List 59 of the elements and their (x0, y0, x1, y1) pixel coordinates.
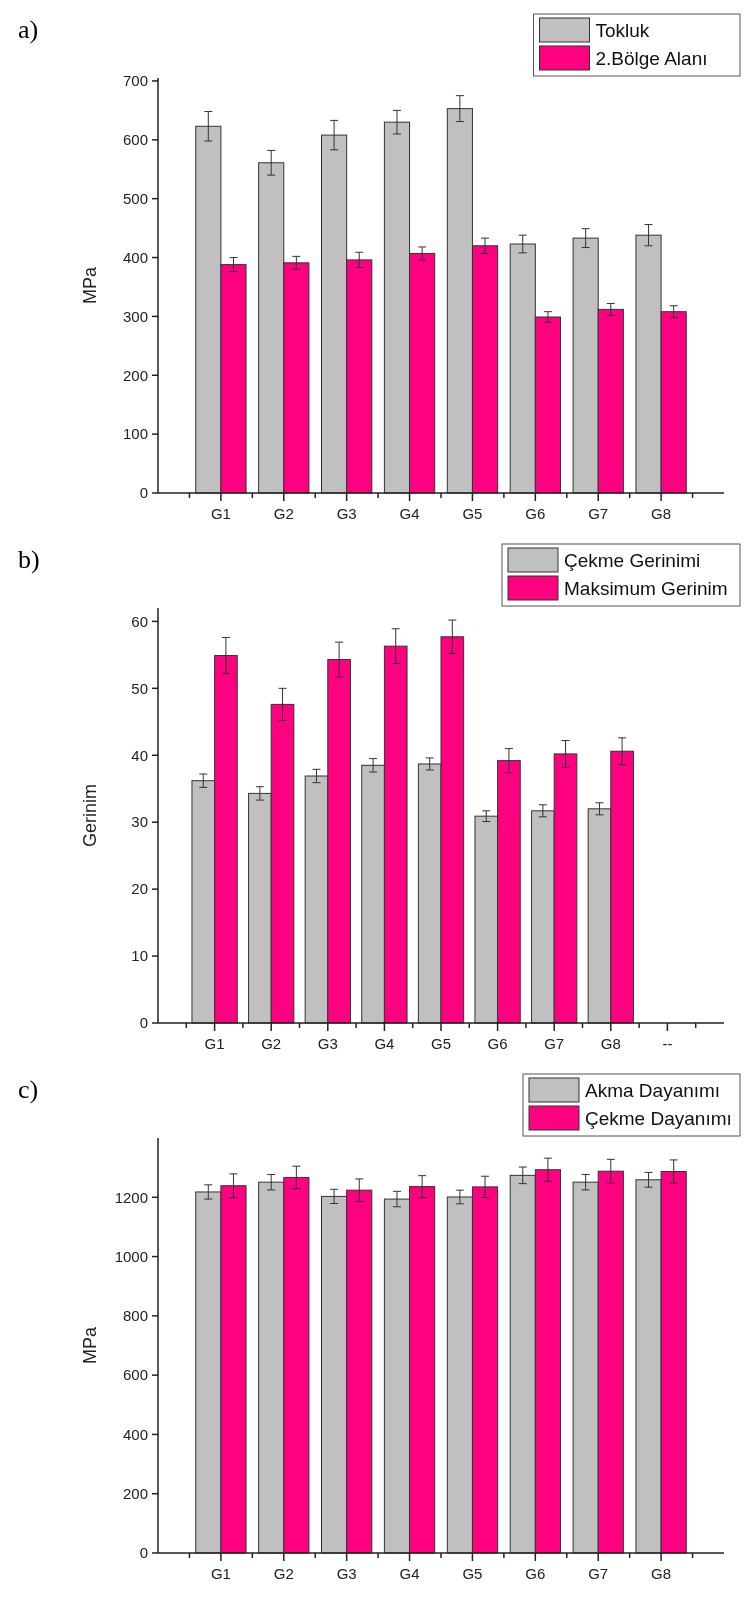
y-axis-title: MPa (80, 1326, 100, 1365)
legend-label: Akma Dayanımı (585, 1079, 721, 1101)
x-tick-label: G8 (600, 1035, 621, 1052)
x-tick-label: G2 (273, 1565, 294, 1582)
x-tick-label: G3 (317, 1035, 338, 1052)
x-tick-label: G8 (651, 505, 672, 522)
y-tick-label: 10 (131, 947, 148, 965)
y-tick-label: 400 (122, 1425, 148, 1443)
y-tick-label: 60 (131, 612, 148, 630)
x-tick-label: G7 (544, 1035, 565, 1052)
x-tick-label: G6 (487, 1035, 508, 1052)
x-tick-label: G2 (273, 505, 294, 522)
legend-label: 2.Bölge Alanı (595, 47, 708, 69)
x-tick-label: G6 (525, 505, 546, 522)
x-tick-label: G1 (204, 1035, 225, 1052)
x-tick-label: G8 (651, 1565, 672, 1582)
x-tick-label: G2 (261, 1035, 282, 1052)
legend-label: Çekme Gerinimi (564, 549, 701, 571)
x-tick-label: G3 (336, 1565, 357, 1582)
x-tick-label: G3 (336, 505, 357, 522)
x-tick-label: -- (662, 1035, 673, 1052)
y-tick-label: 40 (131, 746, 148, 764)
chart-title: b) (18, 545, 40, 574)
x-tick-label: G1 (210, 1565, 231, 1582)
y-tick-label: 600 (122, 1366, 148, 1384)
chart-title: a) (18, 15, 39, 44)
legend-label: Maksimum Gerinim (564, 577, 728, 599)
y-tick-label: 100 (122, 425, 148, 443)
x-tick-label: G5 (430, 1035, 452, 1052)
x-tick-label: G4 (399, 1565, 420, 1582)
y-tick-label: 1000 (114, 1247, 148, 1265)
x-tick-label: G5 (462, 1565, 483, 1582)
y-tick-label: 500 (122, 189, 148, 207)
y-tick-label: 50 (131, 679, 148, 697)
y-tick-label: 200 (122, 1484, 148, 1502)
y-tick-label: 0 (139, 484, 148, 502)
y-tick-label: 0 (139, 1544, 148, 1562)
legend-label: Çekme Dayanımı (585, 1107, 732, 1129)
x-tick-label: G1 (210, 505, 231, 522)
x-tick-label: G4 (374, 1035, 395, 1052)
y-tick-label: 1200 (114, 1188, 148, 1206)
y-tick-label: 700 (122, 72, 148, 90)
y-tick-label: 0 (139, 1014, 148, 1032)
y-tick-label: 300 (122, 307, 148, 325)
y-tick-label: 30 (131, 813, 148, 831)
y-tick-label: 400 (122, 248, 148, 266)
x-tick-label: G7 (588, 1565, 609, 1582)
y-tick-label: 20 (131, 880, 148, 898)
y-tick-label: 800 (122, 1307, 148, 1325)
y-tick-label: 600 (122, 131, 148, 149)
x-tick-label: G5 (462, 505, 483, 522)
legend-label: Tokluk (595, 19, 650, 41)
x-tick-label: G7 (588, 505, 609, 522)
x-tick-label: G6 (525, 1565, 546, 1582)
x-tick-label: G4 (399, 505, 420, 522)
y-tick-label: 200 (122, 366, 148, 384)
y-axis-title: MPa (80, 266, 100, 305)
chart-title: c) (18, 1075, 39, 1104)
y-axis-title: Gerinim (80, 783, 100, 848)
